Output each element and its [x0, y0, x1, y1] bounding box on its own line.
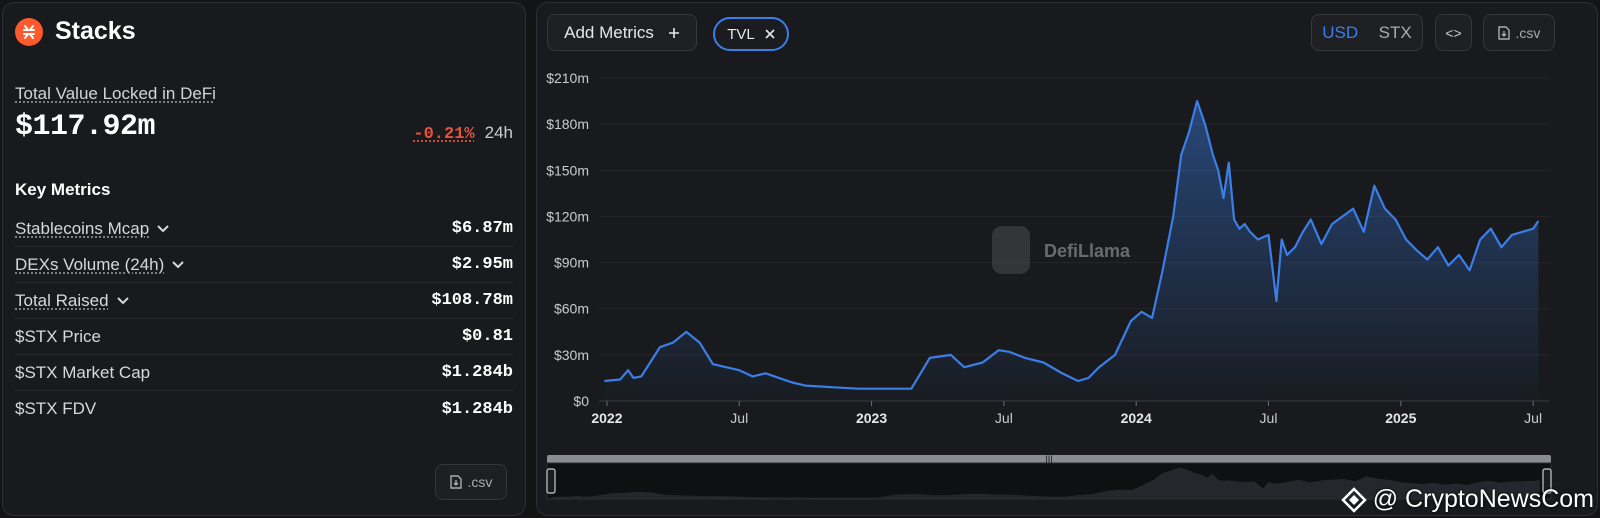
csv-label: .csv [1515, 24, 1541, 41]
watermark-text: @ CryptoNewsCom [1372, 485, 1594, 513]
file-download-icon [449, 475, 462, 489]
tvl-label[interactable]: Total Value Locked in DeFi [15, 84, 216, 103]
y-tick-label: $30m [554, 347, 589, 363]
metric-value: $108.78m [431, 291, 513, 310]
metric-row-stablecoins-mcap[interactable]: Stablecoins Mcap $6.87m [15, 211, 513, 247]
metric-row-dexs-volume[interactable]: DEXs Volume (24h) $2.95m [15, 247, 513, 283]
chevron-down-icon[interactable] [172, 260, 185, 269]
metric-chip-label: TVL [727, 25, 755, 43]
file-download-icon [1497, 25, 1510, 40]
csv-label: .csv [467, 474, 493, 490]
metric-row-total-raised[interactable]: Total Raised $108.78m [15, 283, 513, 319]
defillama-logo-icon [992, 226, 1030, 274]
x-tick-label: Jul [730, 410, 748, 426]
stacks-logo-icon [15, 17, 43, 46]
x-tick-label: Jul [1524, 410, 1542, 426]
add-metrics-button[interactable]: Add Metrics [547, 14, 697, 51]
plus-icon [668, 27, 679, 38]
y-tick-label: $60m [554, 301, 589, 317]
metric-label: Total Raised [15, 290, 109, 310]
download-csv-button[interactable]: .csv [435, 464, 507, 500]
protocol-header: Stacks [15, 17, 136, 46]
download-csv-button[interactable]: .csv [1483, 14, 1555, 51]
tvl-area-fill [604, 101, 1539, 401]
tvl-change-period: 24h [484, 123, 513, 142]
diamond-logo-icon [1340, 486, 1367, 513]
metric-label: $STX FDV [15, 399, 97, 418]
currency-option-usd[interactable]: USD [1322, 22, 1359, 42]
y-tick-label: $150m [546, 162, 589, 178]
y-tick-label: $0 [573, 393, 589, 409]
range-handle-right[interactable] [1542, 468, 1552, 494]
metric-row-stx-market-cap: $STX Market Cap $1.284b [15, 355, 513, 391]
y-tick-label: $210m [546, 70, 589, 86]
close-icon[interactable] [765, 29, 775, 39]
y-tick-label: $90m [554, 255, 589, 271]
x-tick-label: 2023 [856, 410, 887, 426]
range-slider-bar [547, 455, 1551, 463]
key-metrics-heading: Key Metrics [15, 180, 111, 199]
x-tick-label: Jul [995, 410, 1013, 426]
range-brush-area [552, 467, 1540, 499]
tvl-change: -0.21% 24h [413, 123, 513, 144]
chart-panel: $210m $180m $150m $120m $90m $60m $30m $0 2022 Ju… [536, 2, 1598, 516]
metric-value: $6.87m [451, 219, 513, 238]
defillama-watermark: DefiLlama [1044, 241, 1131, 261]
metric-label: $STX Price [15, 326, 101, 346]
chevron-down-icon[interactable] [116, 296, 129, 305]
metric-label: DEXs Volume (24h) [15, 254, 165, 274]
x-tick-label: 2025 [1385, 410, 1416, 426]
embed-button[interactable]: <> [1435, 14, 1472, 51]
range-handle-left[interactable] [546, 468, 556, 494]
protocol-summary-panel: Stacks Total Value Locked in DeFi $117.9… [2, 2, 526, 516]
metric-value: $2.95m [451, 255, 513, 274]
range-grip-icon: ||| [1045, 455, 1053, 466]
currency-option-stx[interactable]: STX [1378, 22, 1412, 42]
metric-value: $1.284b [441, 399, 513, 419]
metric-row-stx-price: $STX Price $0.81 [15, 319, 513, 355]
x-tick-label: 2024 [1121, 410, 1152, 426]
tvl-value: $117.92m [15, 110, 156, 144]
y-tick-label: $180m [546, 116, 589, 132]
currency-toggle[interactable]: USD STX [1311, 14, 1423, 51]
x-tick-label: Jul [1260, 410, 1278, 426]
tvl-change-percent[interactable]: -0.21% [413, 125, 475, 144]
metric-row-stx-fdv: $STX FDV $1.284b [15, 391, 513, 427]
metric-label: Stablecoins Mcap [15, 218, 150, 238]
protocol-title: Stacks [55, 17, 136, 45]
metric-value: $0.81 [461, 327, 513, 346]
x-tick-label: 2022 [591, 410, 622, 426]
tvl-series-line [604, 100, 1540, 390]
key-metrics-list: Stablecoins Mcap $6.87m DEXs Volume (24h… [15, 211, 513, 427]
chevron-down-icon[interactable] [157, 224, 169, 233]
code-icon: <> [1445, 24, 1462, 41]
metric-value: $1.284b [441, 363, 513, 382]
add-metrics-label: Add Metrics [564, 22, 654, 42]
metric-label: $STX Market Cap [15, 362, 151, 382]
cryptonews-watermark: @ CryptoNewsCom [1340, 485, 1594, 514]
metric-chip-tvl[interactable]: TVL [713, 17, 789, 51]
y-tick-label: $120m [546, 208, 589, 224]
